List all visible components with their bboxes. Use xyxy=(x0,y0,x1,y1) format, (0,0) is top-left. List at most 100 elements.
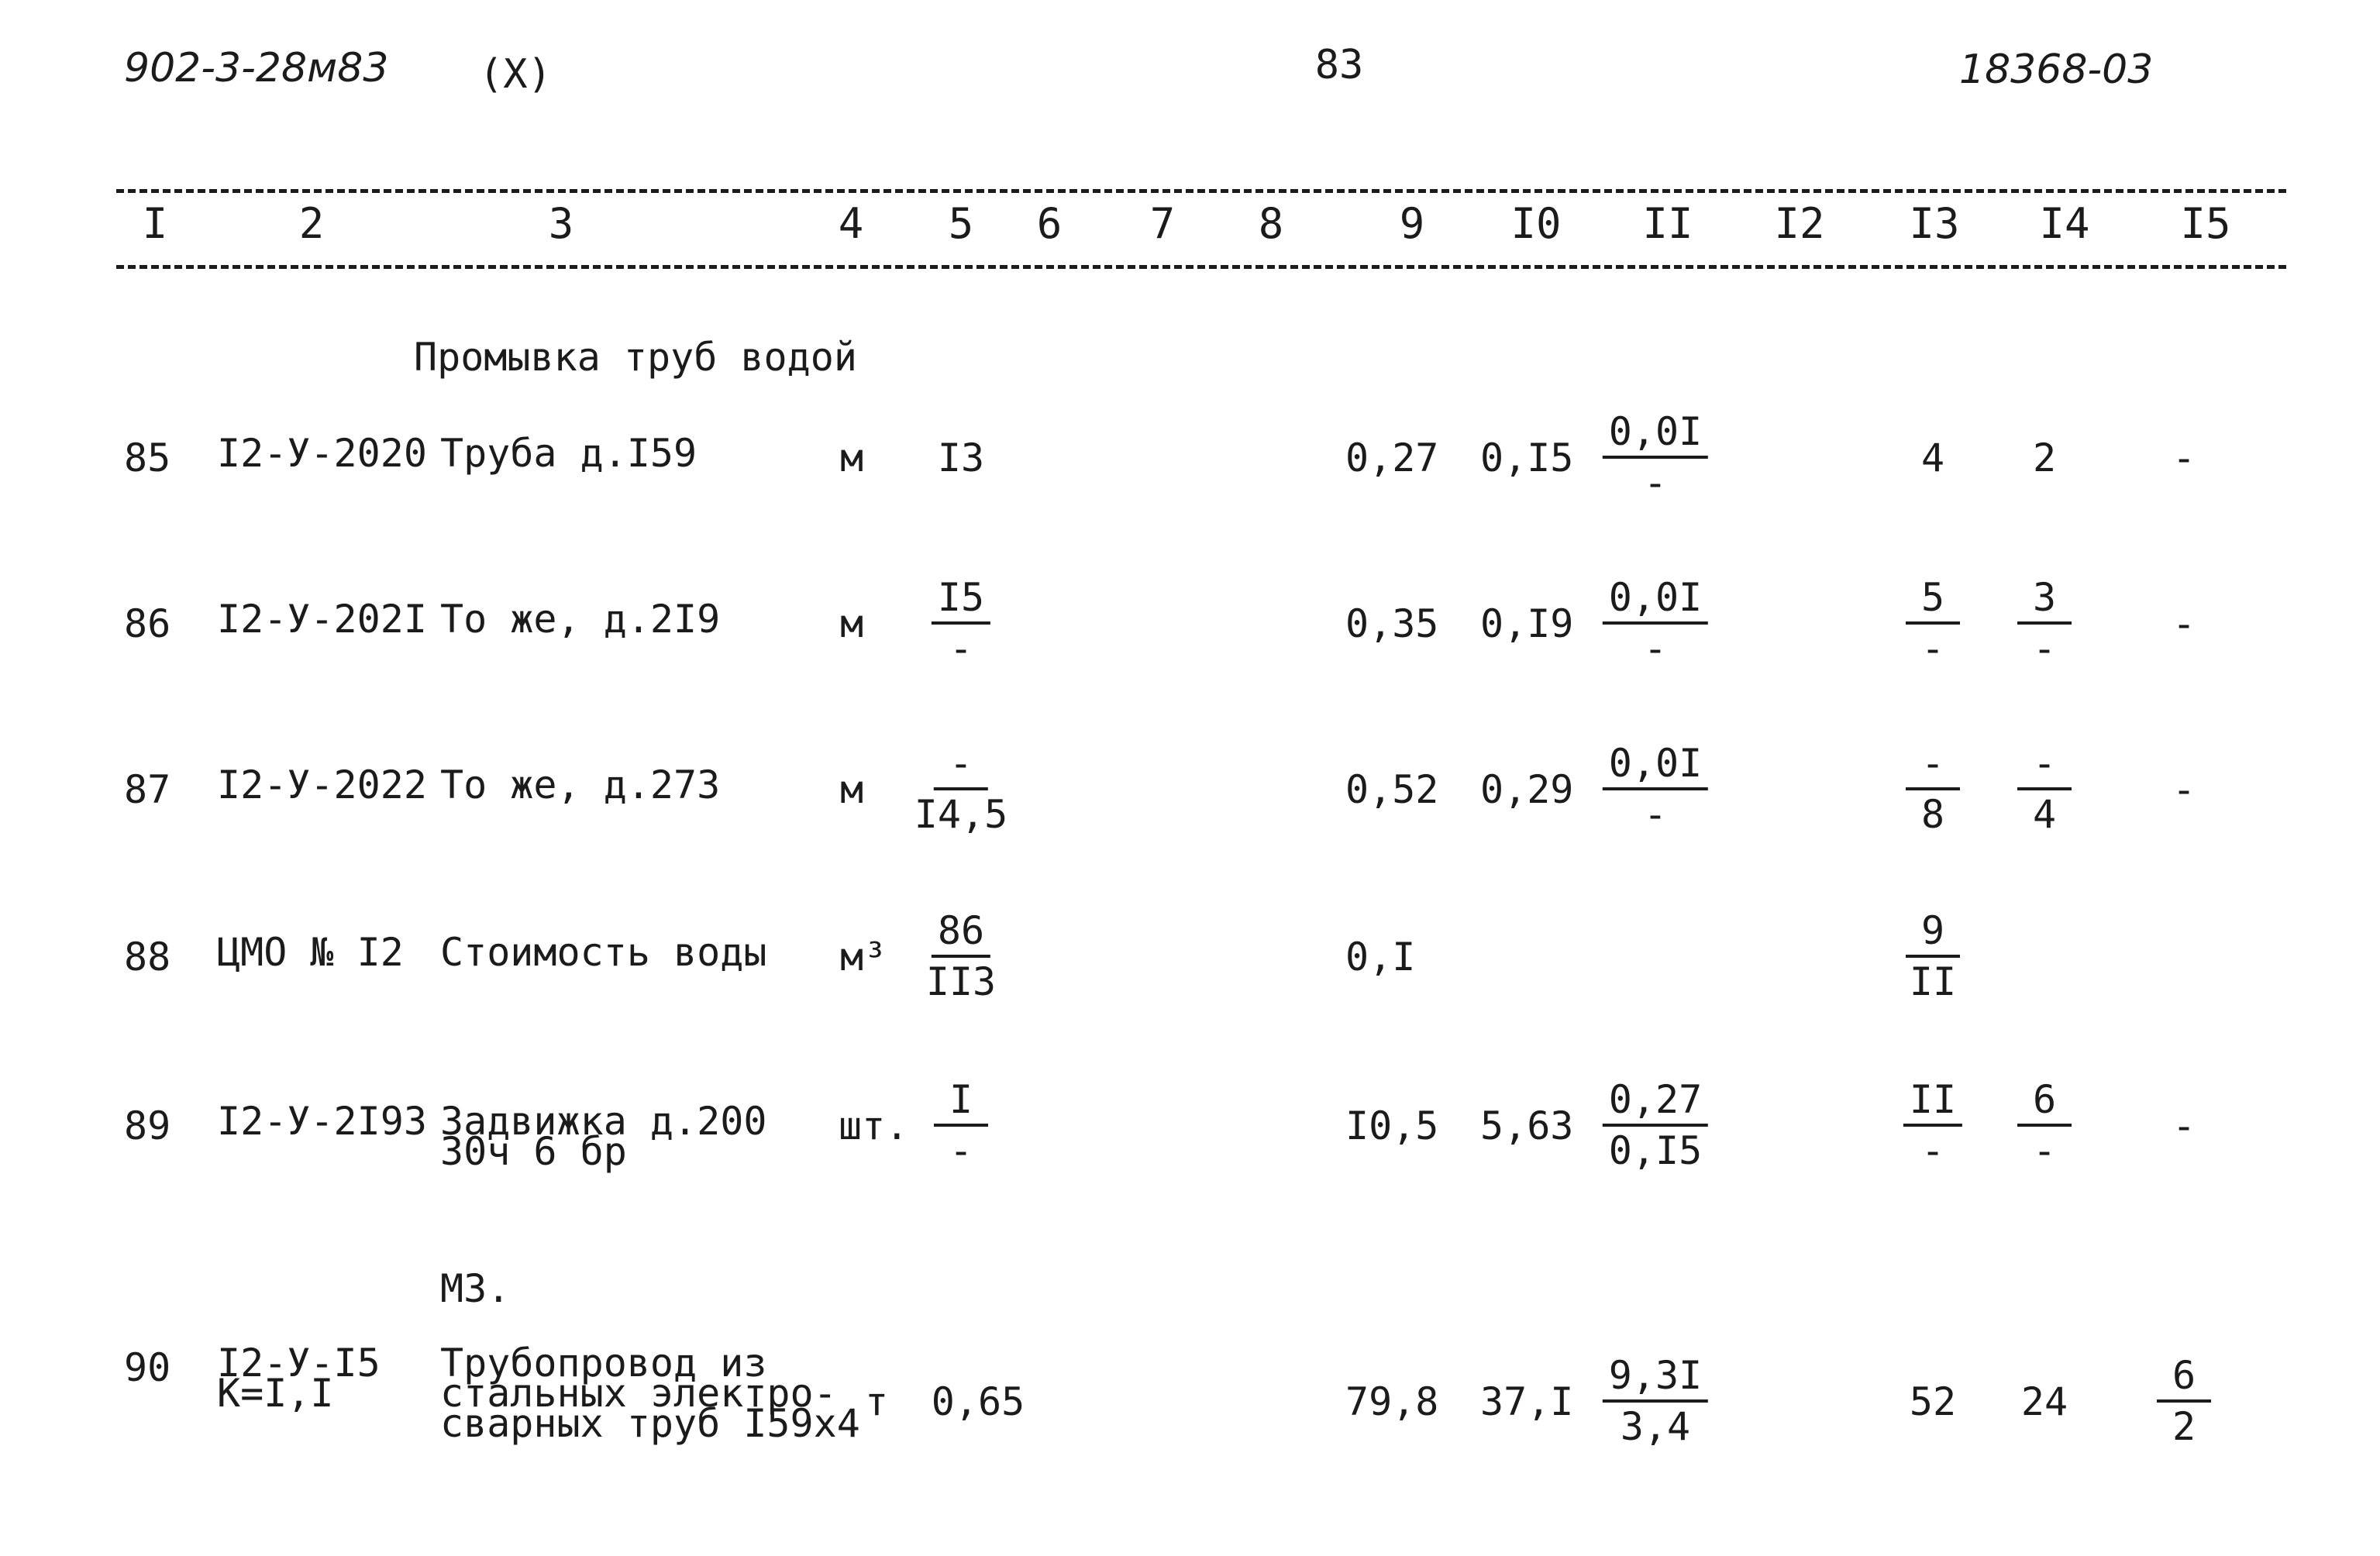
item-name: Трубопровод из стальных электро- сварных… xyxy=(440,1341,860,1446)
cost-machines-numerator: 0,0I xyxy=(1602,578,1709,625)
cost-total: 0,27 xyxy=(1345,435,1439,480)
cost-machines: 9,3I 3,4 xyxy=(1602,1356,1709,1449)
cost-machines-numerator: 0,27 xyxy=(1602,1080,1709,1127)
item-unit: т xyxy=(865,1379,889,1424)
section-title: Промывка труб водой xyxy=(414,335,857,380)
column-number-9: 9 xyxy=(1399,199,1425,248)
column-number-8: 8 xyxy=(1258,199,1284,248)
row-number: 88 xyxy=(124,935,171,979)
mass-total-numerator: 5 xyxy=(1906,578,1960,625)
mass-total: 9 II xyxy=(1906,911,1960,1001)
mass-total: 52 xyxy=(1909,1379,1957,1424)
item-name: Труба д.I59 xyxy=(440,431,697,476)
item-code: I2-У-2I93 xyxy=(217,1099,427,1144)
item-subtitle: М3. xyxy=(440,1266,511,1311)
cost-total: 79,8 xyxy=(1345,1379,1439,1424)
mass-total-numerator: 9 xyxy=(1906,911,1960,958)
cost-machines: 0,27 0,I5 xyxy=(1602,1080,1709,1173)
mass-labour-denominator: - xyxy=(2032,626,2057,671)
mass-labour-numerator: - xyxy=(2017,744,2072,790)
item-quantity: - I4,5 xyxy=(914,744,1007,834)
item-name: Стоимость воды xyxy=(440,930,767,975)
item-unit: м xyxy=(840,601,864,646)
column-number-4: 4 xyxy=(838,199,864,248)
cost-labour: 0,29 xyxy=(1480,767,1574,812)
mass-total-denominator: 8 xyxy=(1920,792,1945,837)
cost-total: 0,35 xyxy=(1345,601,1439,646)
item-unit: м xyxy=(840,435,864,480)
header-bottom-rule xyxy=(116,265,2286,269)
column-number-6: 6 xyxy=(1036,199,1063,248)
mass-labour: 3- xyxy=(2017,578,2072,668)
cost-machines-denominator: - xyxy=(1643,626,1668,671)
mass-machines: - xyxy=(2172,767,2196,812)
mass-total-denominator: II xyxy=(1909,959,1957,1004)
row-number: 90 xyxy=(124,1345,171,1390)
item-code: I2-У-202I xyxy=(217,597,427,642)
row-number: 87 xyxy=(124,767,171,812)
column-number-10: I0 xyxy=(1510,199,1562,248)
column-number-15: I5 xyxy=(2180,199,2231,248)
row-number: 85 xyxy=(124,435,171,480)
item-name: Задвижка д.200 30ч 6 бр xyxy=(440,1099,767,1174)
item-quantity-denominator: I4,5 xyxy=(914,792,1008,837)
item-quantity-denominator: - xyxy=(949,1128,973,1173)
mass-machines: - xyxy=(2172,435,2196,480)
item-name: То же, д.273 xyxy=(440,763,721,807)
document-code: 902-3-28м83 xyxy=(124,45,389,91)
column-number-3: 3 xyxy=(548,199,574,248)
item-quantity: I3 xyxy=(937,435,985,480)
item-unit: шт. xyxy=(839,1103,909,1148)
column-number-5: 5 xyxy=(948,199,974,248)
column-number-1: I xyxy=(142,199,168,248)
row-number: 86 xyxy=(124,601,171,646)
item-code: I2-У-2020 xyxy=(217,431,427,476)
cost-machines-denominator: 3,4 xyxy=(1620,1404,1691,1449)
column-number-2: 2 xyxy=(298,199,325,248)
column-number-11: II xyxy=(1642,199,1693,248)
mass-machines-denominator: 2 xyxy=(2172,1404,2196,1449)
item-name: То же, д.2I9 xyxy=(440,597,721,642)
item-quantity: I- xyxy=(934,1080,988,1170)
mass-total-denominator: - xyxy=(1920,1128,1945,1173)
item-quantity: 0,65 xyxy=(931,1379,1025,1424)
mass-total-denominator: - xyxy=(1920,626,1945,671)
cost-machines: 0,0I - xyxy=(1602,412,1709,505)
mass-total: 5- xyxy=(1906,578,1960,668)
mass-total-numerator: - xyxy=(1906,744,1960,790)
mass-labour: -4 xyxy=(2017,744,2072,834)
sheet-code: 18368-03 xyxy=(1959,46,2154,93)
item-quantity-numerator: I5 xyxy=(931,578,991,625)
cost-labour: 0,I5 xyxy=(1480,435,1574,480)
mass-total: II - xyxy=(1903,1080,1963,1173)
mass-machines-numerator: 6 xyxy=(2157,1356,2211,1403)
mass-labour: 6- xyxy=(2017,1080,2072,1170)
cost-total: 0,I xyxy=(1345,935,1416,979)
cost-total: I0,5 xyxy=(1345,1103,1439,1148)
item-quantity-denominator: II3 xyxy=(925,959,997,1004)
mass-labour: 24 xyxy=(2020,1379,2068,1424)
cost-machines-numerator: 0,0I xyxy=(1602,412,1709,459)
mass-labour-denominator: 4 xyxy=(2032,792,2057,837)
cost-machines: 0,0I - xyxy=(1602,578,1709,671)
item-quantity-denominator: - xyxy=(949,626,973,671)
item-quantity: I5- xyxy=(931,578,991,671)
row-number: 89 xyxy=(124,1103,171,1148)
mass-machines: - xyxy=(2172,601,2196,646)
document-marker: (X) xyxy=(479,51,552,98)
column-number-12: I2 xyxy=(1774,199,1825,248)
item-quantity: 86 II3 xyxy=(926,911,996,1001)
cost-machines-denominator: - xyxy=(1643,792,1668,837)
cost-machines-numerator: 0,0I xyxy=(1602,744,1709,790)
cost-machines-denominator: - xyxy=(1643,460,1668,505)
item-code: ЦМО № I2 xyxy=(217,930,404,975)
item-code: I2-У-2022 xyxy=(217,763,427,807)
column-number-14: I4 xyxy=(2039,199,2090,248)
item-quantity-numerator: - xyxy=(933,744,988,790)
item-quantity-numerator: I xyxy=(934,1080,988,1127)
cost-machines-denominator: 0,I5 xyxy=(1608,1128,1703,1173)
column-number-13: I3 xyxy=(1909,199,1960,248)
cost-labour: 0,I9 xyxy=(1480,601,1574,646)
item-quantity-numerator: 86 xyxy=(931,911,991,958)
